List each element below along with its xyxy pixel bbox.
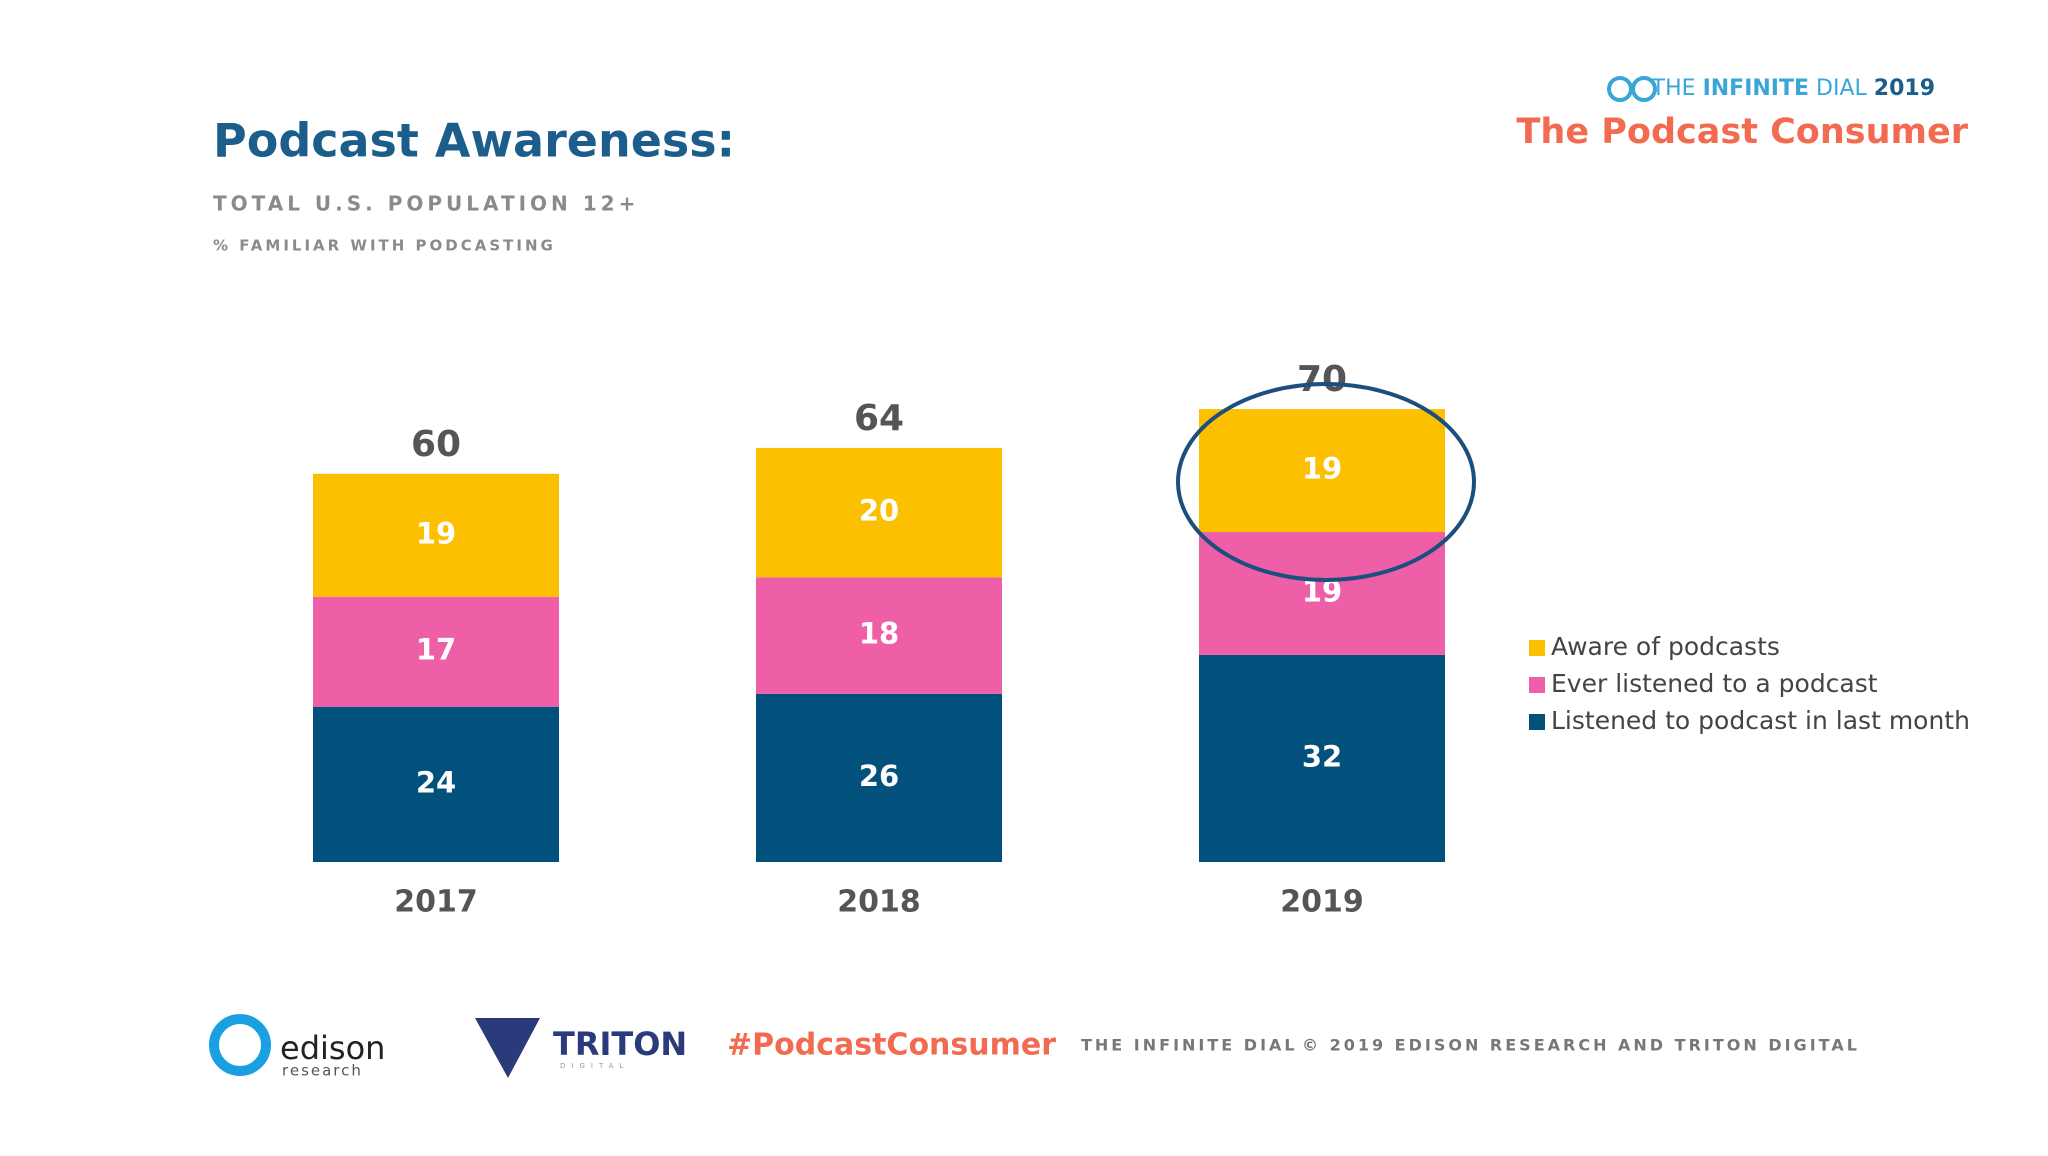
legend-label: Aware of podcasts (1551, 632, 1780, 661)
report-brand: THE INFINITE DIAL 2019 The Podcast Consu… (1517, 76, 1969, 152)
segment-label: 19 (416, 516, 456, 550)
x-tick-label: 2018 (837, 885, 921, 920)
report-subtitle: The Podcast Consumer (1517, 112, 1969, 152)
segment-label: 17 (416, 633, 456, 667)
bar-segment (756, 447, 1002, 578)
hashtag: #PodcastConsumer (727, 1028, 1056, 1063)
segment-label: 32 (1302, 739, 1342, 773)
bar-segment (1199, 654, 1445, 862)
edison-logo-sub: research (282, 1062, 363, 1080)
segment-label: 19 (1302, 452, 1342, 486)
legend-label: Ever listened to a podcast (1551, 669, 1878, 698)
segment-label: 20 (859, 494, 899, 528)
legend-swatch (1529, 677, 1545, 693)
triton-icon (475, 1018, 540, 1078)
chart-title: Podcast Awareness: (213, 114, 735, 168)
x-tick-label: 2019 (1280, 885, 1364, 920)
segment-label: 18 (859, 617, 899, 651)
segment-label: 26 (859, 759, 899, 793)
edison-logo: edison (280, 1029, 385, 1067)
triton-logo-sub: DIGITAL (560, 1062, 629, 1070)
triton-logo: TRITON (553, 1025, 687, 1063)
bar-segment (756, 693, 1002, 862)
subtitle: TOTAL U.S. POPULATION 12+ (213, 192, 639, 216)
report-name: THE INFINITE DIAL 2019 (1651, 76, 1935, 101)
bar-segment (313, 473, 559, 597)
segment-label: 24 (416, 765, 456, 799)
bar-segment (1199, 532, 1445, 655)
footer: edison research TRITON DIGITAL #PodcastC… (209, 1014, 1860, 1080)
bar-segment (313, 706, 559, 862)
total-label: 70 (1297, 359, 1347, 400)
x-tick-label: 2017 (394, 885, 478, 920)
edison-icon (209, 1014, 271, 1076)
legend-label: Listened to podcast in last month (1551, 706, 1970, 735)
bar-segment (1199, 409, 1445, 533)
total-label: 64 (854, 398, 904, 439)
highlight-ellipse (1176, 382, 1476, 582)
footer-right: © 2019 EDISON RESEARCH AND TRITON DIGITA… (1302, 1036, 1860, 1055)
bar-segment (313, 596, 559, 707)
legend-swatch (1529, 714, 1545, 730)
total-label: 60 (411, 424, 461, 465)
bar-segment (756, 577, 1002, 694)
footer-left: THE INFINITE DIAL (1081, 1036, 1298, 1055)
measure: % FAMILIAR WITH PODCASTING (213, 237, 556, 255)
infinity-icon (1607, 76, 1657, 102)
legend-swatch (1529, 640, 1545, 656)
